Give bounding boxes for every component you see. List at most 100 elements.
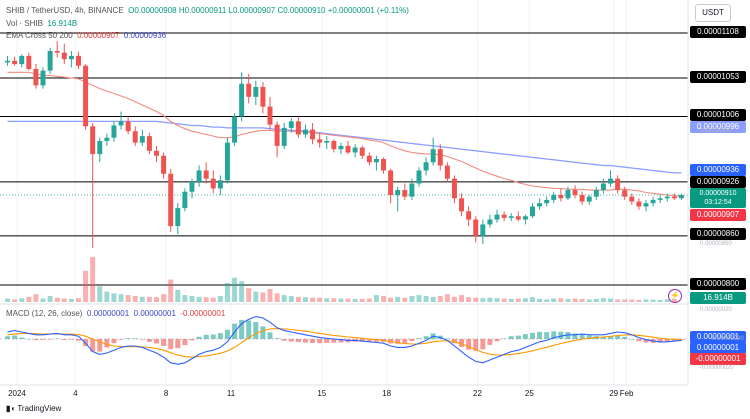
volume-bar — [224, 282, 230, 302]
candle-body — [437, 149, 443, 166]
candle-body — [402, 190, 408, 197]
macd-hist-bar — [615, 335, 621, 339]
volume-bar — [444, 294, 450, 302]
macd-hist-bar — [260, 326, 266, 339]
volume-bar — [189, 295, 195, 302]
candle-body — [466, 211, 472, 220]
macd-hist-bar — [61, 339, 67, 340]
candle-body — [373, 159, 379, 163]
x-axis: 2024 4 8 11 15 18 22 25 29 Feb — [0, 0, 689, 398]
macd-hist-bar — [288, 339, 294, 342]
volume-bar — [473, 297, 479, 302]
tradingview-label: TradingView — [17, 404, 62, 413]
candle-body — [203, 170, 209, 179]
candle-body — [19, 55, 25, 65]
volume-bar — [388, 297, 394, 302]
volume-bar — [537, 298, 543, 302]
macd-hist-bar — [118, 339, 124, 340]
macd-hist-bar — [416, 338, 422, 339]
level-label-926: 0.00000926 — [690, 176, 746, 188]
macd-hist-bar — [480, 339, 486, 350]
volume-value: 16.914B — [47, 19, 78, 28]
macd-hist-bar — [267, 332, 273, 339]
lightning-icon[interactable]: ⚡ — [668, 289, 682, 303]
x-tick-label: 18 — [382, 389, 391, 398]
candle-body — [501, 214, 507, 218]
macd-hist-bar — [239, 319, 245, 339]
macd-hist-bar — [409, 339, 415, 341]
macd-hist-bar — [508, 336, 514, 339]
macd-hist-bar — [132, 338, 138, 339]
volume-bar — [295, 296, 301, 302]
macd-hist-bar — [189, 339, 195, 341]
candle-body — [132, 131, 138, 143]
candle-body — [253, 87, 259, 97]
candle-body — [395, 190, 401, 195]
macd-hist-bar — [281, 339, 287, 341]
volume-bar — [139, 296, 145, 302]
macd-hist-bar — [217, 333, 223, 339]
candle-body — [97, 141, 103, 155]
candle-body — [530, 206, 535, 217]
macd-header: MACD (12, 26, close) 0.00000001 0.000000… — [6, 309, 225, 318]
candle-body — [629, 196, 635, 202]
volume-bar — [19, 298, 25, 302]
macd-hist-bar — [47, 339, 53, 340]
macd-hist-bar — [586, 335, 592, 339]
macd-hist-bar — [26, 339, 32, 340]
macd-label: MACD (12, 26, close) — [6, 309, 83, 318]
currency-button[interactable]: USDT — [695, 4, 731, 22]
macd-hist-bar — [111, 339, 117, 344]
volume-bar — [281, 295, 287, 302]
candle-body — [537, 203, 543, 207]
macd-hist-bar — [558, 331, 564, 339]
volume-bar — [253, 291, 259, 302]
candle-body — [494, 214, 500, 220]
tradingview-logo: ▮◖ TradingView — [6, 404, 61, 413]
candle-body — [600, 183, 606, 191]
macd-hist-bar — [175, 339, 181, 349]
volume-bar — [664, 299, 670, 302]
ema-slow-value: 0.00000936 — [123, 31, 167, 40]
volume-bar — [558, 298, 564, 302]
candle-body — [579, 195, 585, 202]
macd-hist-bar — [182, 339, 188, 346]
volume-bar — [288, 295, 294, 302]
volume-bar — [600, 298, 606, 302]
candle-body — [310, 129, 316, 140]
macd-value: 0.00000001 — [86, 309, 130, 318]
macd-hist-bar — [97, 339, 103, 352]
volume-bar — [487, 297, 493, 302]
macd-pane — [0, 303, 688, 365]
candle-body — [345, 145, 351, 153]
volume-bar — [203, 297, 209, 302]
volume-bar — [217, 295, 223, 302]
macd-hist-bar — [359, 339, 365, 342]
volume-bar — [544, 299, 550, 302]
volume-bar — [430, 296, 436, 302]
volume-header: Vol · SHIB 16.914B — [6, 19, 77, 28]
candle-body — [267, 106, 273, 125]
macd-hist-bar — [12, 335, 18, 339]
macd-hist-bar — [68, 339, 74, 340]
macd-hist-bar — [451, 339, 457, 344]
macd-hist-bar — [310, 339, 316, 343]
volume-bar — [494, 298, 500, 302]
candle-body — [210, 178, 216, 189]
volume-bar — [324, 298, 330, 302]
candle-body — [224, 142, 230, 181]
candle-body — [430, 149, 436, 163]
candlesticks — [5, 41, 684, 249]
candle-body — [622, 190, 628, 197]
volume-bar — [650, 299, 656, 302]
candle-body — [416, 170, 422, 184]
macd-hist-bar — [522, 334, 528, 339]
macd-hist-bar — [466, 339, 472, 350]
candle-body — [217, 180, 223, 189]
ema-fast-value: 0.00000907 — [77, 31, 120, 40]
volume-bar — [622, 299, 628, 302]
grid-label-m020: -0.00000020 — [700, 365, 734, 371]
macd-hist-bar — [104, 339, 110, 348]
macd-hist-bar — [274, 338, 280, 339]
